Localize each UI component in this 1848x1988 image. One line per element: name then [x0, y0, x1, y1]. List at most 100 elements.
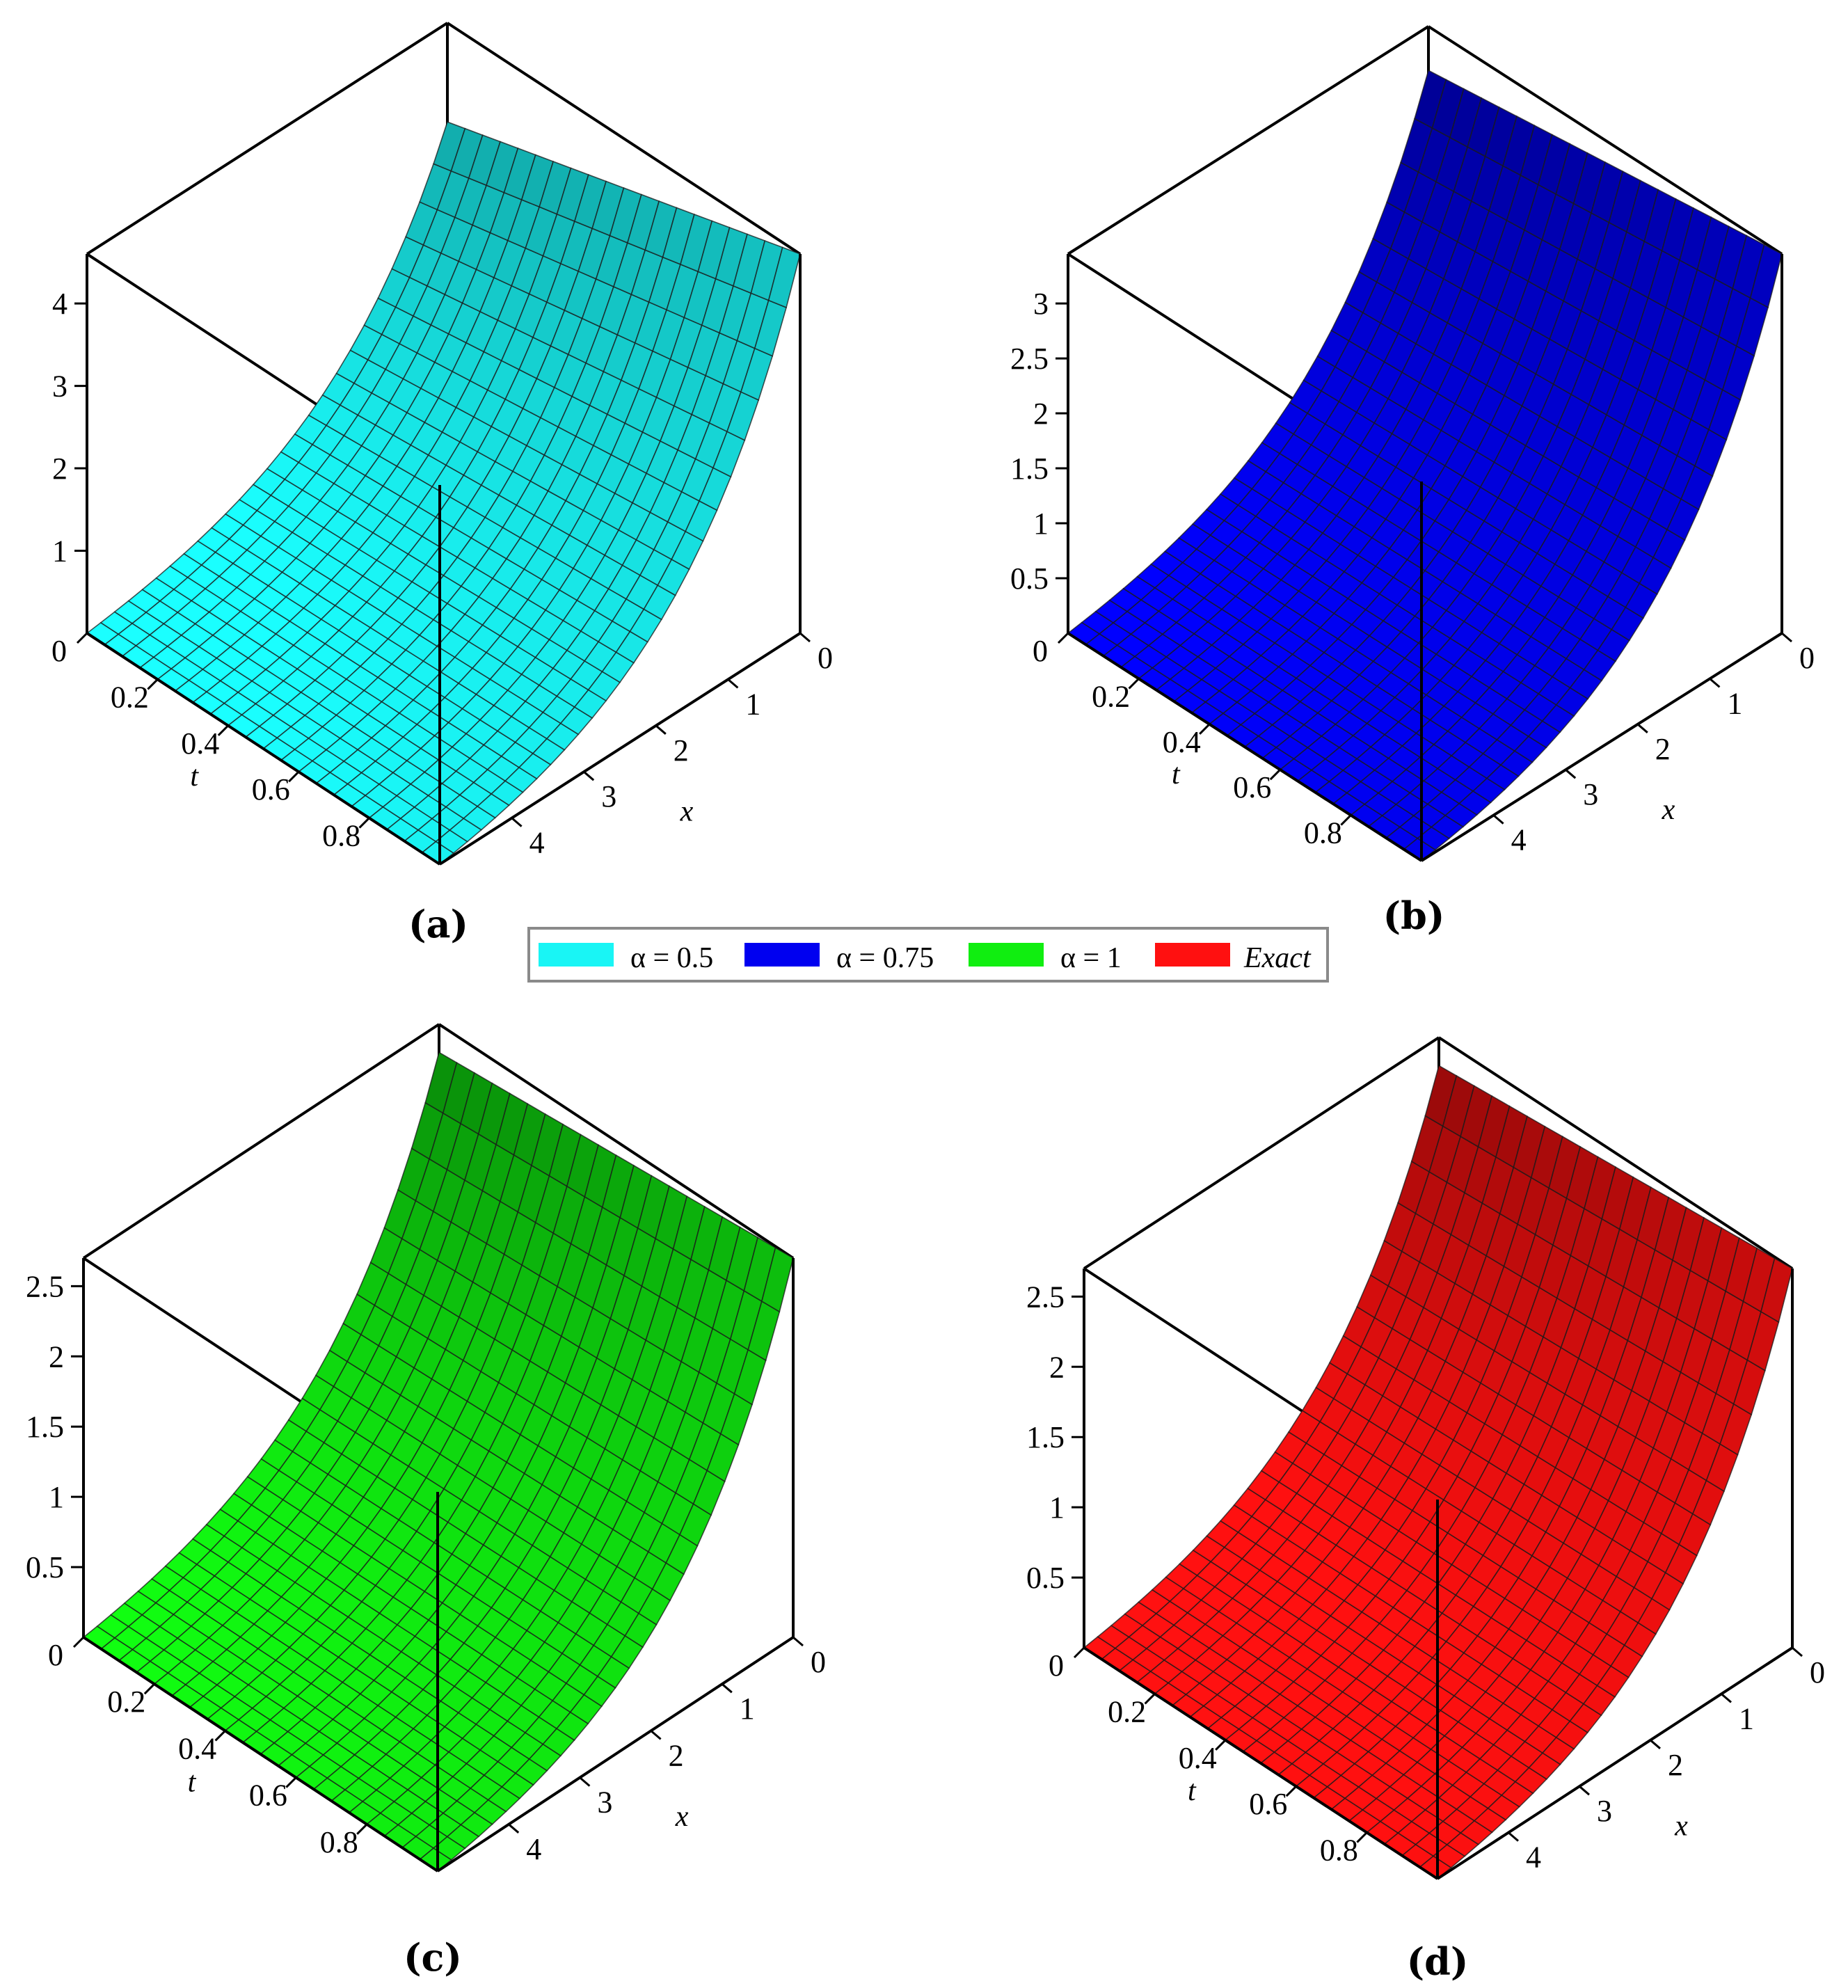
z-tick-label: 3	[52, 369, 67, 404]
x-tick-label: 2	[674, 733, 689, 768]
x-tick-label: 3	[1583, 777, 1598, 811]
z-axis: 0.5 1 1.5 2 2.5 3	[1010, 287, 1068, 596]
panel-b: 0.5 1 1.5 2 2.5 3 0 0.2 0.4 0.6 0.8 t 0 1 2 3 4 x	[1010, 25, 1815, 862]
z-tick-label: 1	[1033, 507, 1049, 541]
panel-label-d: (d)	[1407, 1939, 1469, 1984]
x-tick-label: 4	[526, 1832, 541, 1866]
x-tick-label: 3	[1597, 1794, 1612, 1828]
t-axis-label: t	[188, 1767, 197, 1799]
t-axis: 0 0.2 0.4 0.6 0.8 t	[51, 632, 370, 853]
t-axis: 0 0.2 0.4 0.6 0.8 t	[1049, 1646, 1368, 1868]
t-tick-label: 0.6	[1249, 1787, 1287, 1821]
t-tick-label: 0.6	[252, 772, 290, 806]
z-tick-label: 2	[1049, 1350, 1065, 1384]
panel-c: 0.5 1 1.5 2 2.5 0 0.2 0.4 0.6 0.8 t 0 1 2 3 4 x	[26, 1023, 826, 1872]
z-tick-label: 4	[52, 287, 67, 321]
x-tick-label: 0	[811, 1645, 826, 1679]
x-axis: 0 1 2 3 4 x	[1492, 632, 1815, 857]
t-tick-label: 0.6	[1233, 770, 1271, 804]
box-frame-front	[82, 1258, 795, 1872]
t-tick-label: 0.8	[322, 819, 360, 853]
panel-a: 1 2 3 4 0 0.2 0.4 0.6 0.8 t 0 1 2 3 4 x	[51, 22, 833, 866]
z-tick-label: 0.5	[1010, 562, 1049, 596]
t-tick-label: 0.4	[181, 726, 219, 761]
t-tick-label: 0.8	[1304, 816, 1342, 850]
x-tick-label: 1	[1727, 686, 1742, 720]
legend-label-3: α = 1	[1060, 942, 1122, 974]
x-tick-label: 1	[745, 687, 760, 721]
t-tick-label: 0.6	[249, 1779, 287, 1813]
x-tick-label: 2	[1655, 732, 1671, 766]
legend-swatch-4	[1155, 943, 1230, 967]
panel-label-c: (c)	[404, 1935, 462, 1980]
z-tick-label: 0.5	[26, 1550, 64, 1584]
x-tick-label: 1	[740, 1692, 755, 1726]
z-tick-label: 1.5	[1026, 1420, 1065, 1454]
t-tick-label: 0.2	[111, 680, 149, 714]
x-axis-label: x	[1662, 794, 1675, 826]
t-axis-label: t	[190, 761, 199, 793]
legend-label-4: Exact	[1243, 942, 1312, 974]
z-tick-label: 2	[49, 1339, 64, 1374]
x-tick-label: 4	[529, 826, 545, 860]
legend-label-2: α = 0.75	[836, 942, 934, 974]
x-axis: 0 1 2 3 4 x	[508, 1636, 826, 1866]
z-tick-label: 2	[52, 452, 67, 486]
x-axis-label: x	[675, 1801, 689, 1833]
surface	[86, 121, 801, 865]
t-tick-label: 0.4	[178, 1731, 216, 1765]
t-tick-label: 0.8	[1320, 1834, 1358, 1868]
z-tick-label: 0.5	[1026, 1561, 1065, 1595]
surface	[82, 1051, 794, 1872]
t-tick-label: 0.4	[1179, 1741, 1217, 1775]
panel-d: 0.5 1 1.5 2 2.5 0 0.2 0.4 0.6 0.8 t 0 1 2 3 4 x	[1026, 1036, 1825, 1880]
legend-swatch-1	[539, 943, 614, 967]
z-tick-label: 2.5	[1026, 1280, 1065, 1314]
box-frame-front	[1067, 254, 1783, 862]
t-tick-label: 0.4	[1163, 725, 1201, 759]
z-axis: 0.5 1 1.5 2 2.5	[26, 1269, 83, 1584]
t-axis: 0 0.2 0.4 0.6 0.8 t	[48, 1636, 368, 1859]
z-tick-label: 1	[52, 534, 67, 568]
t-axis: 0 0.2 0.4 0.6 0.8 t	[1033, 632, 1352, 850]
legend-swatch-3	[969, 943, 1044, 967]
t-tick-label: 0	[51, 634, 67, 668]
t-tick-label: 0.8	[320, 1825, 358, 1859]
x-tick-label: 2	[1668, 1748, 1683, 1782]
z-axis: 0.5 1 1.5 2 2.5	[1026, 1280, 1084, 1595]
z-tick-label: 1	[1049, 1490, 1065, 1525]
t-tick-label: 0.2	[1092, 679, 1130, 713]
x-tick-label: 4	[1526, 1840, 1541, 1875]
z-tick-label: 3	[1033, 287, 1049, 321]
box-frame-front	[86, 254, 802, 866]
t-tick-label: 0.2	[107, 1685, 145, 1719]
x-tick-label: 3	[601, 779, 616, 813]
x-tick-label: 0	[1799, 641, 1815, 675]
legend-label-1: α = 0.5	[630, 942, 713, 974]
x-tick-label: 2	[669, 1738, 684, 1772]
t-tick-label: 0	[48, 1638, 63, 1672]
z-tick-label: 2	[1033, 397, 1049, 431]
x-tick-label: 3	[597, 1786, 612, 1820]
z-tick-label: 2.5	[1010, 342, 1049, 376]
x-tick-label: 1	[1739, 1701, 1754, 1735]
x-axis: 0 1 2 3 4 x	[1508, 1646, 1825, 1875]
t-tick-label: 0	[1033, 634, 1048, 668]
z-tick-label: 1.5	[1010, 452, 1049, 486]
z-axis: 1 2 3 4	[52, 287, 87, 568]
x-axis-label: x	[680, 795, 694, 827]
z-tick-label: 2.5	[26, 1269, 64, 1303]
x-axis-label: x	[1674, 1810, 1688, 1842]
t-tick-label: 0.2	[1108, 1694, 1146, 1728]
z-tick-label: 1	[49, 1480, 64, 1514]
t-axis-label: t	[1188, 1775, 1197, 1807]
panel-label-b: (b)	[1383, 893, 1445, 938]
x-tick-label: 0	[818, 641, 833, 675]
box-frame-front	[1083, 1269, 1794, 1880]
x-axis: 0 1 2 3 4 x	[511, 632, 833, 860]
surface	[1083, 1065, 1793, 1879]
surface	[1067, 70, 1783, 861]
legend: α = 0.5 α = 0.75 α = 1 Exact	[527, 927, 1329, 983]
x-tick-label: 4	[1511, 823, 1527, 857]
